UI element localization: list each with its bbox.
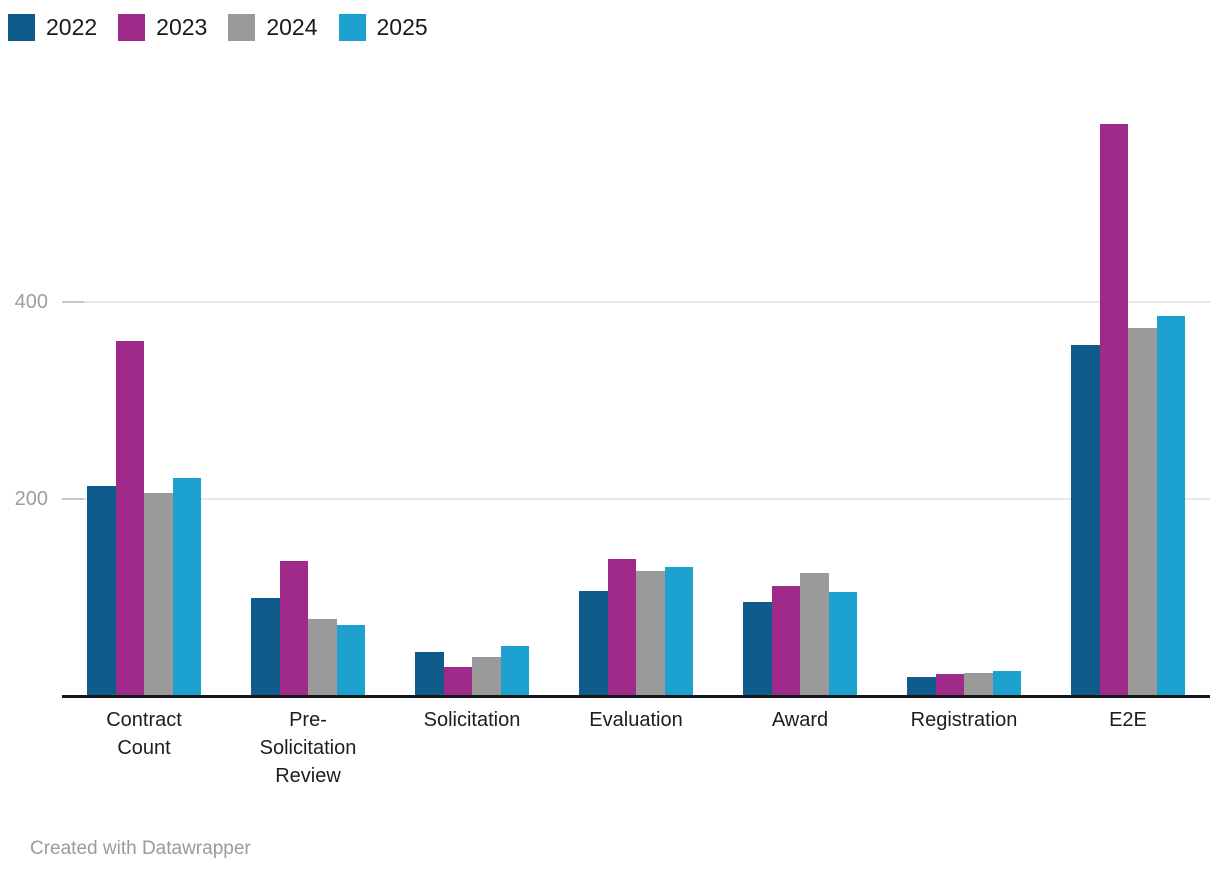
bar-2025-e2e [1156,315,1185,695]
legend-item-2024: 2024 [228,14,318,41]
x-axis-line [62,695,1210,698]
legend-item-2025: 2025 [338,14,428,41]
category-label: Pre-Solicitation Review [259,709,357,787]
bar-2024-solicitation [472,656,501,695]
category-label: Award [771,709,829,731]
bar-2022-evaluation [579,590,608,695]
category-label: Evaluation [589,709,683,731]
bar-2022-e2e [1071,345,1100,695]
bar-2023-award [771,585,800,695]
bar-2023-evaluation [607,558,636,695]
legend-item-2022: 2022 [8,14,97,41]
category-label-wrap: E2E [1046,706,1210,734]
bar-2023-solicitation [443,666,472,695]
bar-2024-evaluation [636,571,665,695]
category-label-wrap: Pre-Solicitation Review [226,706,390,790]
category-label: Solicitation [423,709,521,731]
credit-line: Created with Datawrapper [30,838,251,859]
bar-2022-award [743,601,772,695]
bar-2025-award [828,591,857,695]
bar-2024-registration [964,673,993,695]
bar-2024-pre-solicitation-review [308,619,337,695]
bar-2022-registration [907,677,936,695]
bar-2025-evaluation [664,567,693,695]
y-tick-mark [62,301,84,304]
category-label: Registration [910,709,1018,731]
bar-2023-e2e [1099,124,1128,695]
bar-2024-award [800,573,829,695]
gridline-200 [62,497,1210,500]
bar-2024-e2e [1128,327,1157,695]
legend-swatch-icon [8,14,35,41]
y-axis-tick-label: 400 [14,291,48,314]
category-label-wrap: Registration [882,706,1046,734]
category-label-wrap: Contract Count [62,706,226,762]
category-label-wrap: Evaluation [554,706,718,734]
legend-item-2023: 2023 [118,14,207,41]
y-axis-tick-label: 200 [14,487,48,510]
legend-label: 2024 [266,14,318,40]
bar-2022-contract-count [87,485,116,695]
category-label-wrap: Solicitation [390,706,554,734]
category-label: Contract Count [106,709,182,759]
bar-2022-pre-solicitation-review [251,597,280,695]
legend-swatch-icon [228,14,256,41]
category-label: E2E [1109,709,1147,731]
bar-2023-pre-solicitation-review [279,561,308,695]
legend-swatch-icon [338,14,366,41]
bar-2022-solicitation [415,651,444,695]
bar-2025-contract-count [172,477,201,695]
bar-2024-contract-count [144,492,173,695]
gridline-400 [62,301,1210,304]
legend-swatch-icon [118,14,146,41]
bar-2025-pre-solicitation-review [336,625,365,695]
bar-2025-registration [992,671,1021,695]
category-label-wrap: Award [718,706,882,734]
legend-label: 2023 [156,14,208,40]
legend-label: 2025 [376,14,428,40]
chart-legend: 2022 2023 2024 2025 [8,14,428,41]
y-tick-mark [62,497,84,500]
bar-2023-registration [935,674,964,695]
bar-2025-solicitation [500,645,529,695]
bar-2023-contract-count [115,341,144,695]
legend-label: 2022 [46,14,98,40]
